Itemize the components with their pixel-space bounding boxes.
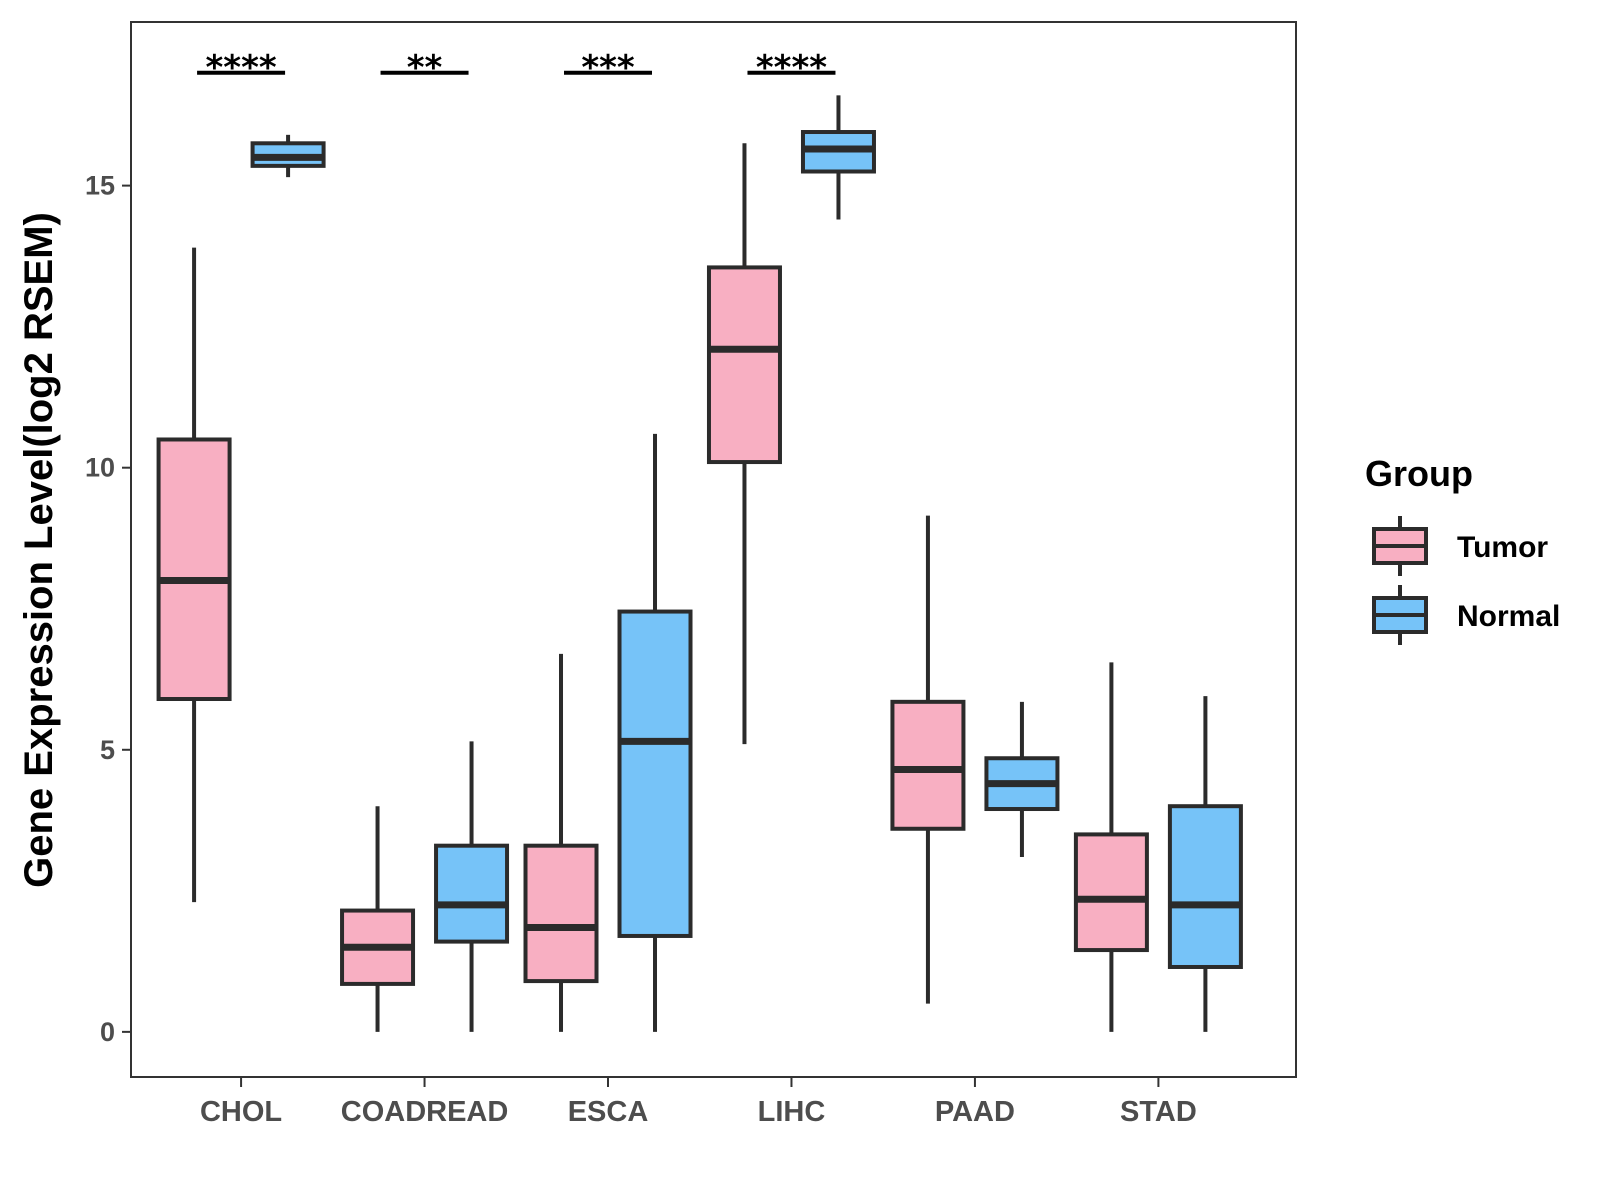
y-tick-label: 0 <box>100 1017 115 1047</box>
y-axis-title: Gene Expression Level(log2 RSEM) <box>17 212 61 888</box>
legend-title: Group <box>1365 453 1473 494</box>
iqr-box <box>523 843 599 984</box>
box-normal-chol <box>250 134 326 178</box>
legend-item-normal: Normal <box>1372 585 1560 645</box>
y-axis: 0 5 10 15 <box>85 171 131 1047</box>
significance-label: **** <box>206 48 277 88</box>
significance-label: ** <box>407 48 443 88</box>
y-tick-label: 10 <box>85 453 115 483</box>
legend: Group Tumor Normal <box>1365 453 1560 645</box>
significance-annotations: **** ** *** **** <box>197 48 836 88</box>
iqr-box <box>706 265 782 465</box>
x-tick-label-coadread: COADREAD <box>341 1096 509 1128</box>
iqr-box <box>1167 804 1243 969</box>
x-tick-label-lihc: LIHC <box>758 1096 826 1128</box>
box-normal-coadread <box>434 741 510 1032</box>
legend-label: Tumor <box>1457 531 1548 564</box>
iqr-box <box>890 699 966 831</box>
box-tumor-chol <box>156 247 232 903</box>
significance-label: *** <box>581 48 635 88</box>
box-tumor-paad <box>890 515 966 1004</box>
box-normal-stad <box>1167 696 1243 1032</box>
box-normal-paad <box>984 701 1060 857</box>
box-tumor-lihc <box>706 143 782 745</box>
significance-label: **** <box>756 48 827 88</box>
x-tick-label-esca: ESCA <box>568 1096 649 1128</box>
box-normal-esca <box>617 433 693 1032</box>
box-tumor-stad <box>1073 662 1149 1032</box>
iqr-box <box>1073 832 1149 953</box>
box-tumor-coadread <box>340 806 416 1032</box>
iqr-box <box>617 609 693 938</box>
iqr-box <box>434 843 510 944</box>
legend-label: Normal <box>1457 600 1560 633</box>
y-tick-label: 15 <box>85 171 115 201</box>
x-tick-label-chol: CHOL <box>200 1096 282 1128</box>
x-tick-label-stad: STAD <box>1120 1096 1197 1128</box>
box-normal-lihc <box>800 95 876 220</box>
y-tick-label: 5 <box>100 735 115 765</box>
x-axis: CHOL COADREAD ESCA LIHC PAAD STAD <box>200 1077 1197 1128</box>
iqr-box <box>156 437 232 702</box>
legend-item-tumor: Tumor <box>1372 516 1548 576</box>
box-series <box>156 95 1243 1032</box>
x-tick-label-paad: PAAD <box>935 1096 1015 1128</box>
box-tumor-esca <box>523 653 599 1032</box>
